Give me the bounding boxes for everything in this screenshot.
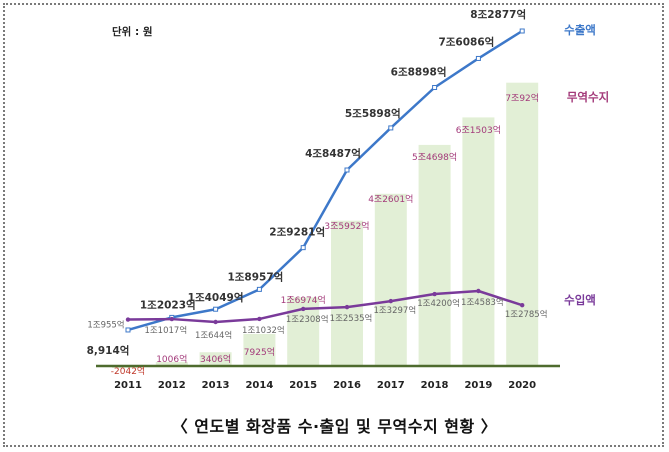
export-value-label: 2조9281억 (269, 227, 325, 239)
trade-balance-label: 1조6974억 (281, 294, 326, 306)
import-value-label: 1조3297억 (373, 305, 416, 316)
export-value-label: 1조8957억 (227, 271, 283, 283)
x-tick-label: 2020 (508, 380, 536, 391)
export-series-name: 수출액 (564, 23, 596, 37)
import-value-label: 1조2535억 (330, 313, 373, 324)
x-tick-label: 2012 (158, 380, 186, 391)
export-point (213, 306, 219, 312)
import-point (476, 288, 481, 294)
export-value-label: 4조8487억 (305, 148, 361, 160)
x-tick-label: 2017 (377, 380, 405, 391)
export-point (388, 125, 394, 131)
export-point (125, 327, 131, 333)
import-point (388, 298, 393, 304)
export-value-label: 5조5898억 (345, 108, 401, 120)
import-point (301, 306, 306, 312)
import-value-label: 1조4200억 (417, 298, 460, 309)
export-value-label: 8,914억 (87, 345, 130, 357)
x-tick-label: 2011 (114, 380, 142, 391)
import-point (344, 304, 350, 310)
import-value-label: 1조1017억 (144, 325, 187, 336)
export-point (344, 167, 350, 173)
import-value-label: 1조2785억 (505, 309, 548, 320)
x-tick-label: 2016 (333, 380, 361, 391)
trade-balance-label: 7조92억 (505, 92, 539, 104)
x-tick-label: 2019 (464, 380, 492, 391)
export-point (256, 286, 262, 292)
import-value-label: 1조2308억 (286, 314, 329, 325)
import-point (125, 317, 131, 322)
x-tick-label: 2014 (245, 380, 273, 391)
import-value-label: 1조1032억 (242, 325, 285, 336)
trade-balance-bar (418, 144, 451, 366)
trade-balance-bar (243, 333, 276, 366)
unit-label: 단위 : 원 (112, 25, 153, 38)
figure-caption: 〈 연도별 화장품 수·출입 및 무역수지 현황 〉 (171, 417, 498, 436)
trade-balance-label: -2042억 (111, 365, 145, 377)
export-value-label: 6조8898억 (391, 67, 447, 79)
trade-balance-label: 7925억 (244, 346, 275, 358)
trade-balance-bar (506, 82, 539, 366)
import-point (169, 316, 174, 322)
export-value-label: 1조4049억 (188, 292, 244, 304)
trade-balance-bar (462, 117, 495, 366)
trade-balance-label: 3조5952억 (324, 220, 369, 232)
trade-balance-series-name: 무역수지 (567, 90, 609, 104)
x-tick-label: 2015 (289, 380, 317, 391)
export-point (432, 85, 438, 91)
x-tick-label: 2018 (421, 380, 449, 391)
import-point (432, 291, 437, 297)
trade-balance-label: 4조2601억 (368, 193, 413, 205)
trade-balance-bar (331, 220, 363, 366)
figure-frame (3, 3, 664, 447)
import-series-name: 수입액 (564, 293, 596, 307)
export-series-line (127, 29, 523, 332)
export-value-label: 7조6086억 (438, 36, 494, 48)
trade-balance-label: 3406억 (200, 353, 231, 365)
x-tick-label: 2013 (202, 380, 230, 391)
trade-balance-bar (199, 352, 232, 366)
import-value-label: 1조4583억 (461, 297, 504, 308)
trade-balance-label: 6조1503억 (456, 124, 501, 136)
import-series-line (127, 289, 523, 324)
trade-balance-bar (374, 193, 407, 366)
export-value-label: 1조2023억 (140, 299, 196, 311)
export-point (475, 55, 481, 61)
export-value-label: 8조2877억 (470, 9, 526, 21)
trade-balance-label: 5조4698억 (412, 151, 457, 163)
trade-balance-label: 1006억 (156, 353, 187, 365)
import-point (520, 302, 525, 308)
trade-balance-bar (155, 361, 188, 366)
import-value-label: 1조644억 (195, 330, 232, 341)
import-value-label: 1조955억 (87, 320, 124, 331)
import-point (213, 319, 218, 325)
import-point (257, 316, 262, 322)
export-point (300, 245, 306, 251)
export-point (519, 28, 525, 34)
